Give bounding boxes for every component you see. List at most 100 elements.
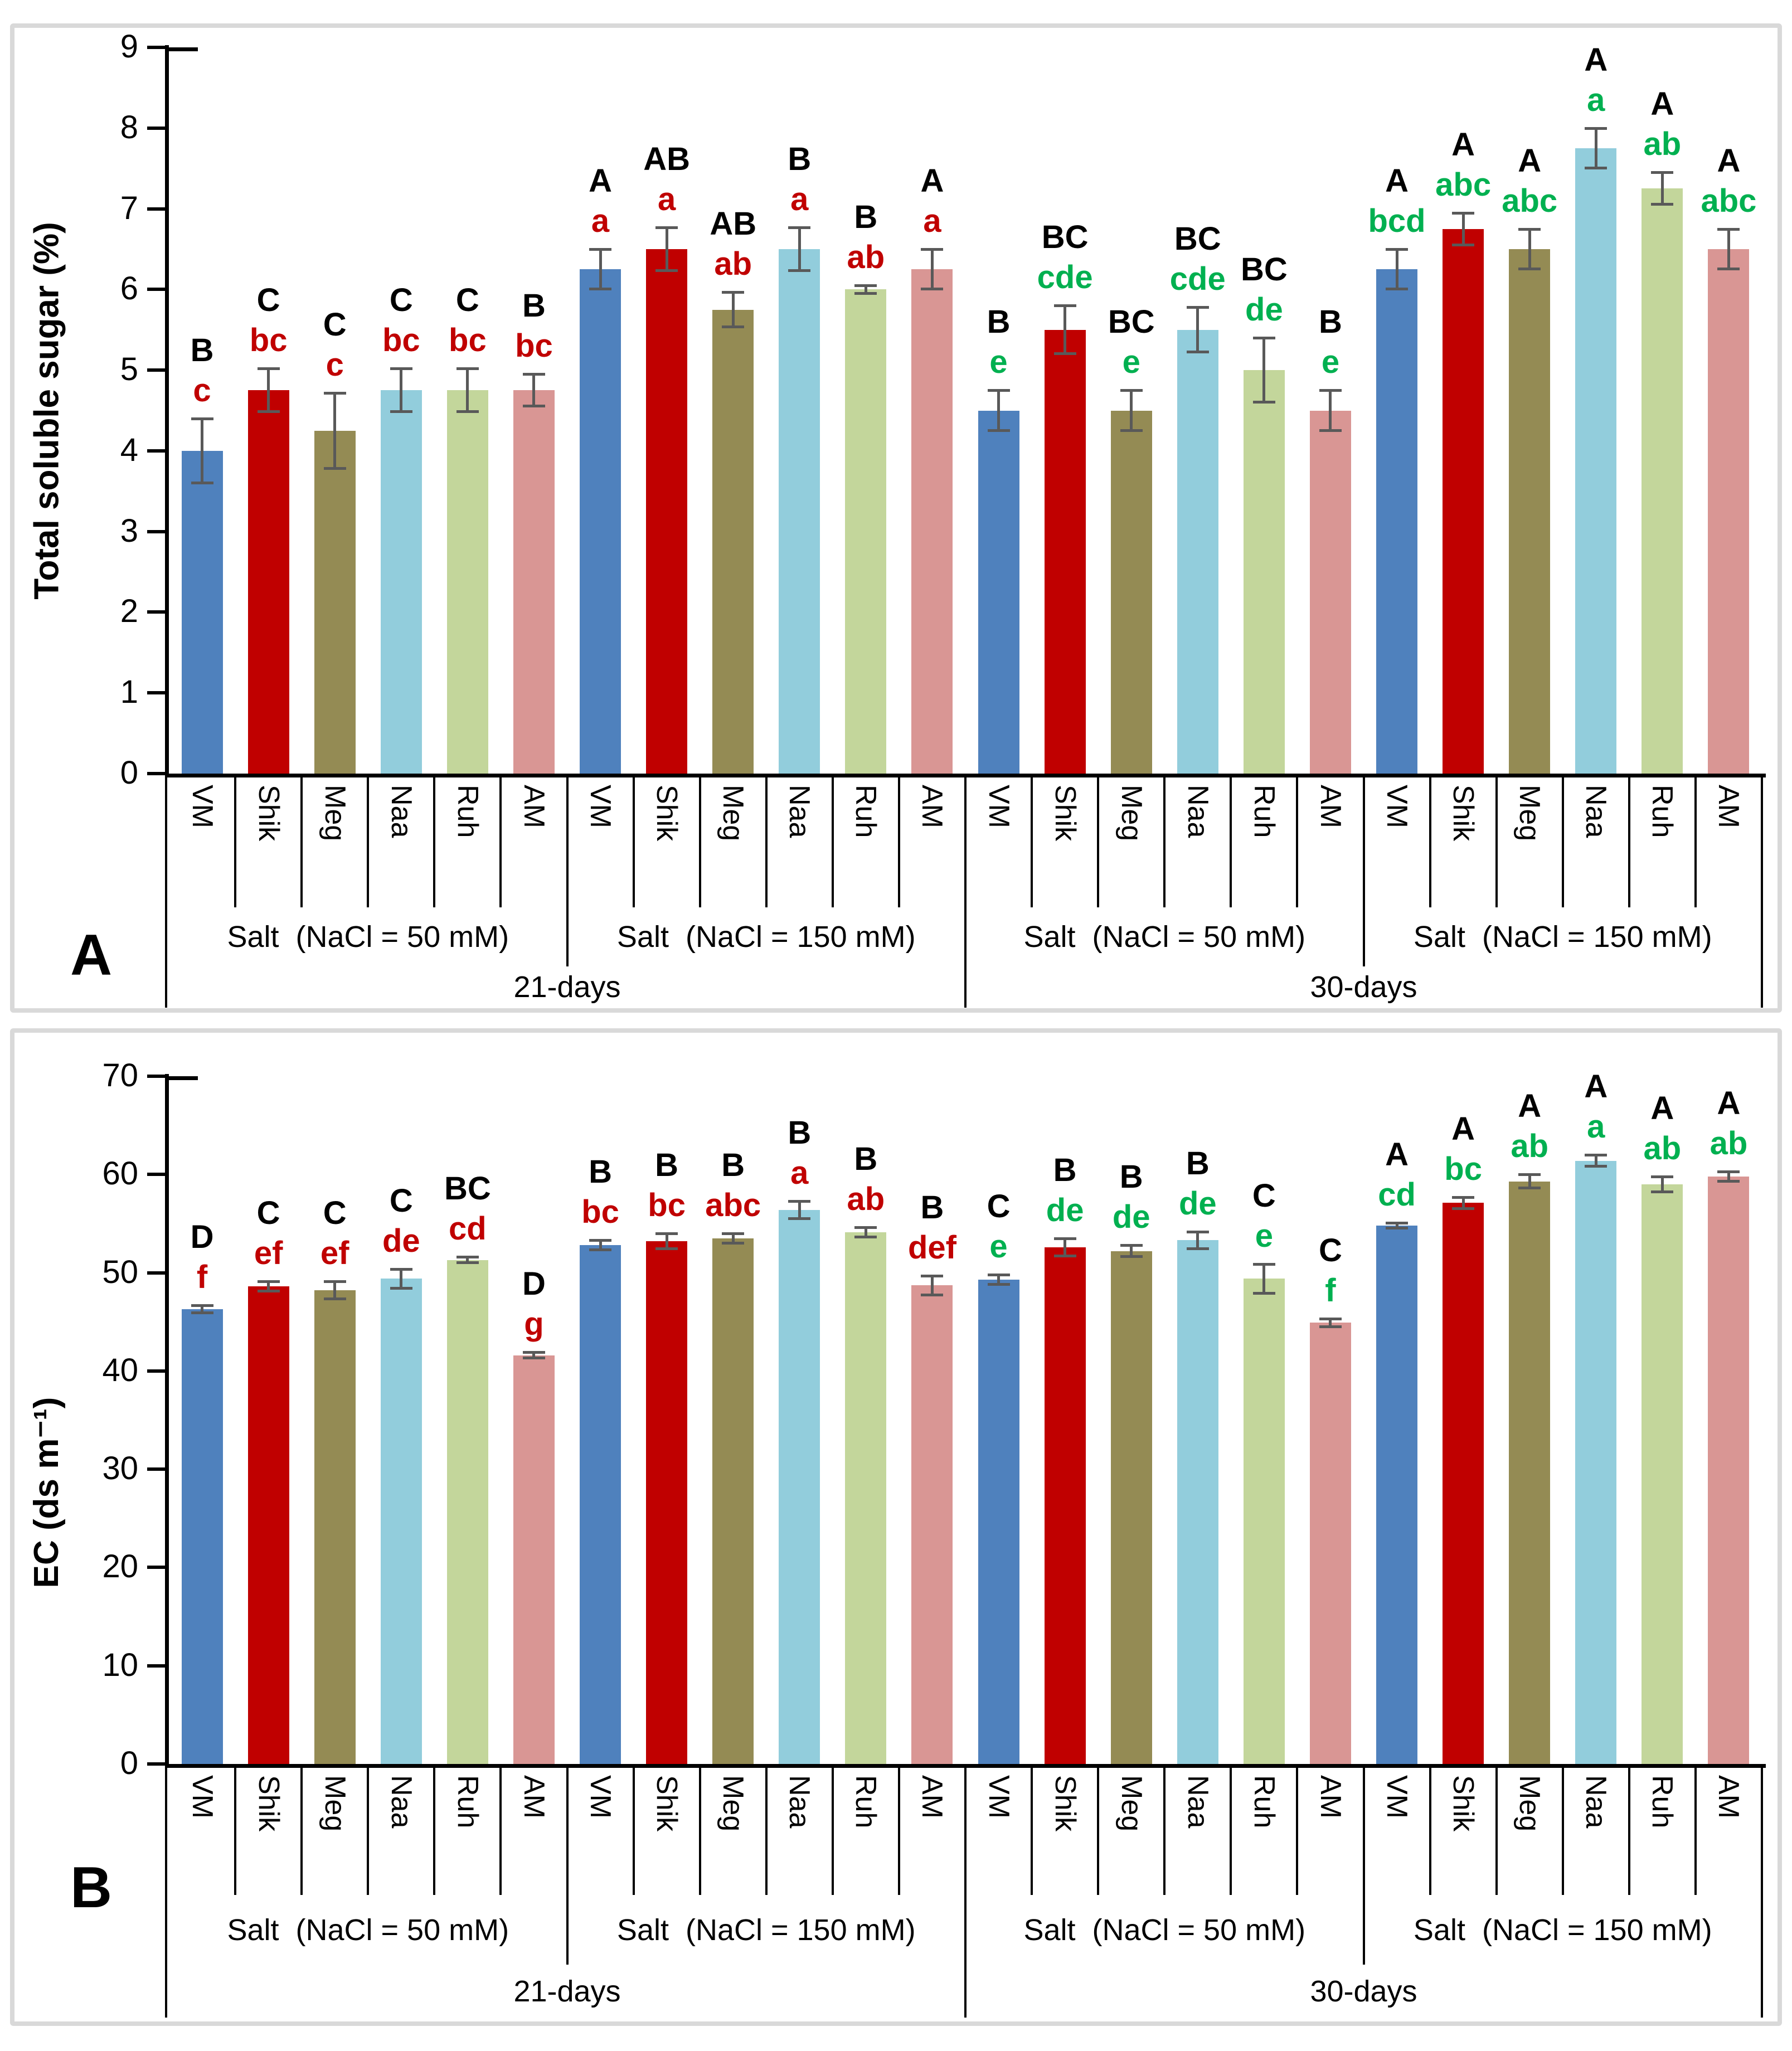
error-bar-cap-bottom — [788, 1217, 811, 1220]
sig-letter-lower: a — [1587, 1109, 1605, 1145]
sig-letter-upper: D — [522, 1266, 546, 1302]
error-bar — [466, 1257, 469, 1263]
error-bar-cap-top — [1717, 1170, 1740, 1173]
x-table-divider — [1561, 1764, 1564, 1895]
error-bar — [1727, 1171, 1730, 1182]
sig-letter-lower: c — [326, 346, 344, 383]
sig-letter-lower: e — [1122, 344, 1140, 381]
sig-letter-upper: B — [854, 199, 878, 236]
bar-21-days-SaltNaCl150mM-Meg — [712, 309, 754, 774]
sig-letter-lower: e — [1255, 1217, 1273, 1254]
x-cat-label-Ruh: Ruh — [451, 1775, 484, 1829]
error-bar — [1727, 229, 1730, 270]
sig-letter-lower: f — [196, 1258, 208, 1295]
error-bar-cap-bottom — [1585, 167, 1608, 170]
error-bar-cap-top — [655, 226, 678, 229]
error-bar — [997, 390, 1001, 431]
x-table-divider — [367, 1764, 370, 1895]
error-bar-cap-bottom — [1717, 1179, 1740, 1183]
error-bar — [1130, 390, 1133, 431]
error-bar-cap-bottom — [390, 1286, 412, 1290]
sig-letter-upper: C — [1252, 1177, 1276, 1214]
x-cat-label-Meg: Meg — [318, 1775, 351, 1832]
x-table-divider — [1230, 774, 1232, 907]
y-tick — [147, 610, 165, 614]
bar-30-days-SaltNaCl150mM-Naa — [1575, 1160, 1617, 1764]
x-cat-label-Meg: Meg — [1513, 1775, 1546, 1832]
error-bar-cap-top — [1452, 211, 1475, 215]
x-table-divider — [1230, 1764, 1232, 1895]
sig-letter-upper: B — [190, 332, 214, 368]
sig-letter-lower: de — [1046, 1192, 1084, 1228]
x-table-divider — [765, 1764, 768, 1895]
sig-letter-upper: B — [788, 1114, 812, 1151]
error-bar — [400, 368, 403, 412]
error-bar — [1262, 338, 1266, 402]
sig-letter-upper: BC — [1108, 304, 1155, 341]
error-bar — [532, 1352, 536, 1358]
x-cat-label-Ruh: Ruh — [1646, 785, 1679, 838]
bar-30-days-SaltNaCl150mM-Ruh — [1642, 1184, 1683, 1764]
sig-letter-lower: g — [524, 1306, 544, 1343]
x-cat-label-Naa: Naa — [1580, 1775, 1613, 1829]
x-cat-label-VM: VM — [1381, 1775, 1414, 1819]
y-axis-top-tick — [169, 47, 198, 51]
error-bar-cap-bottom — [522, 405, 545, 408]
x-table-divider — [831, 1764, 834, 1895]
sig-letter-lower: bc — [1444, 1150, 1482, 1187]
error-bar — [1528, 1174, 1531, 1188]
x-table-divider — [165, 774, 167, 1008]
bar-21-days-SaltNaCl150mM-Meg — [712, 1238, 754, 1764]
sig-letter-lower: bc — [648, 1187, 686, 1224]
x-cat-label-Naa: Naa — [1580, 785, 1613, 838]
x-table-divider — [1163, 774, 1166, 907]
error-bar — [930, 249, 934, 290]
error-bar-cap-top — [1386, 247, 1409, 251]
error-bar — [864, 1227, 867, 1238]
y-tick — [147, 529, 165, 533]
bar-21-days-SaltNaCl50mM-Ruh — [446, 390, 488, 774]
sig-letter-lower: a — [790, 181, 809, 217]
x-table-divider — [831, 774, 834, 907]
sig-letter-upper: C — [389, 1182, 413, 1219]
error-bar — [333, 1281, 337, 1300]
error-bar — [532, 374, 536, 407]
sig-letter-lower: bc — [515, 328, 553, 364]
sig-letter-lower: e — [1321, 344, 1340, 381]
x-table-divider — [300, 1764, 303, 1895]
y-tick — [147, 126, 165, 130]
sig-letter-lower: a — [1587, 81, 1605, 118]
error-bar-cap-top — [1452, 1195, 1475, 1199]
error-bar-cap-top — [1585, 127, 1608, 130]
day-group-label: 30-days — [1310, 1974, 1417, 2008]
sig-letter-lower: a — [923, 202, 941, 239]
error-bar-cap-bottom — [456, 410, 479, 414]
y-tick — [147, 1566, 165, 1569]
bar-21-days-SaltNaCl150mM-Ruh — [845, 289, 887, 774]
x-cat-label-Meg: Meg — [1115, 785, 1148, 842]
sig-letter-upper: BC — [1041, 219, 1089, 256]
y-tick — [147, 1467, 165, 1471]
sig-letter-lower: de — [1178, 1185, 1217, 1222]
bar-30-days-SaltNaCl50mM-VM — [978, 410, 1019, 774]
x-table-divider — [1495, 774, 1498, 907]
bar-21-days-SaltNaCl150mM-Shik — [646, 1241, 688, 1764]
error-bar-cap-top — [1252, 337, 1275, 340]
sig-letter-upper: B — [987, 304, 1011, 341]
x-cat-label-VM: VM — [186, 1775, 218, 1819]
panel-label-b: B — [70, 1855, 113, 1920]
sig-letter-lower: bcd — [1368, 202, 1426, 239]
y-tick — [147, 207, 165, 211]
error-bar-cap-bottom — [1717, 268, 1740, 271]
error-bar — [599, 249, 602, 290]
x-table-divider — [698, 774, 701, 907]
sig-letter-upper: A — [1518, 142, 1542, 179]
error-bar-cap-top — [390, 1267, 412, 1271]
y-tick-label: 30 — [102, 1450, 138, 1487]
error-bar-cap-bottom — [191, 1311, 213, 1314]
x-table-divider — [1097, 1764, 1100, 1895]
bar-30-days-SaltNaCl50mM-Naa — [1177, 1240, 1218, 1764]
sig-letter-upper: A — [1717, 142, 1741, 179]
x-table-divider — [1031, 1764, 1033, 1895]
